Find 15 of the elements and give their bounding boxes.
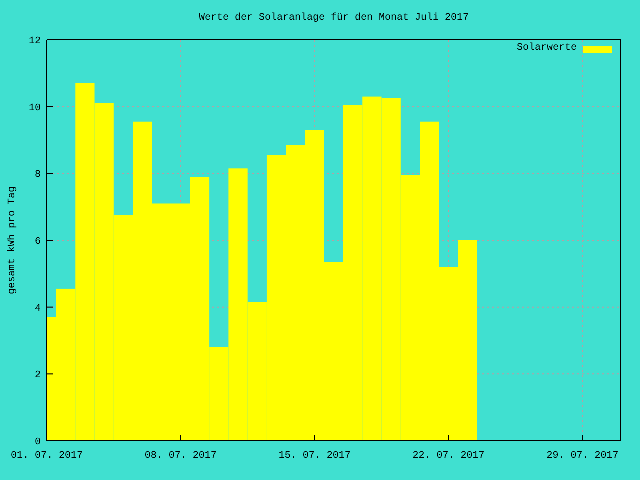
y-tick-label: 12 [28,36,41,48]
x-tick-label: 22. 07. 2017 [412,451,485,462]
x-tick-label: 29. 07. 2017 [546,451,619,462]
chart-title: Werte der Solaranlage für den Monat Juli 2017 [198,13,470,25]
x-tick-label: 08. 07. 2017 [144,451,217,462]
y-tick-label: 6 [34,237,41,248]
y-tick-label: 10 [28,103,41,114]
x-tick-label: 01. 07. 2017 [10,451,84,462]
y-tick-label: 4 [34,304,41,315]
y-axis-title: gesamt kWh pro Tag [6,186,18,295]
y-tick-label: 8 [34,170,41,182]
y-tick-label: 2 [34,370,41,382]
x-tick-label: 15. 07. 2017 [278,451,351,462]
y-tick-label: 0 [34,438,41,449]
legend-label: Solarwerte [516,43,577,55]
